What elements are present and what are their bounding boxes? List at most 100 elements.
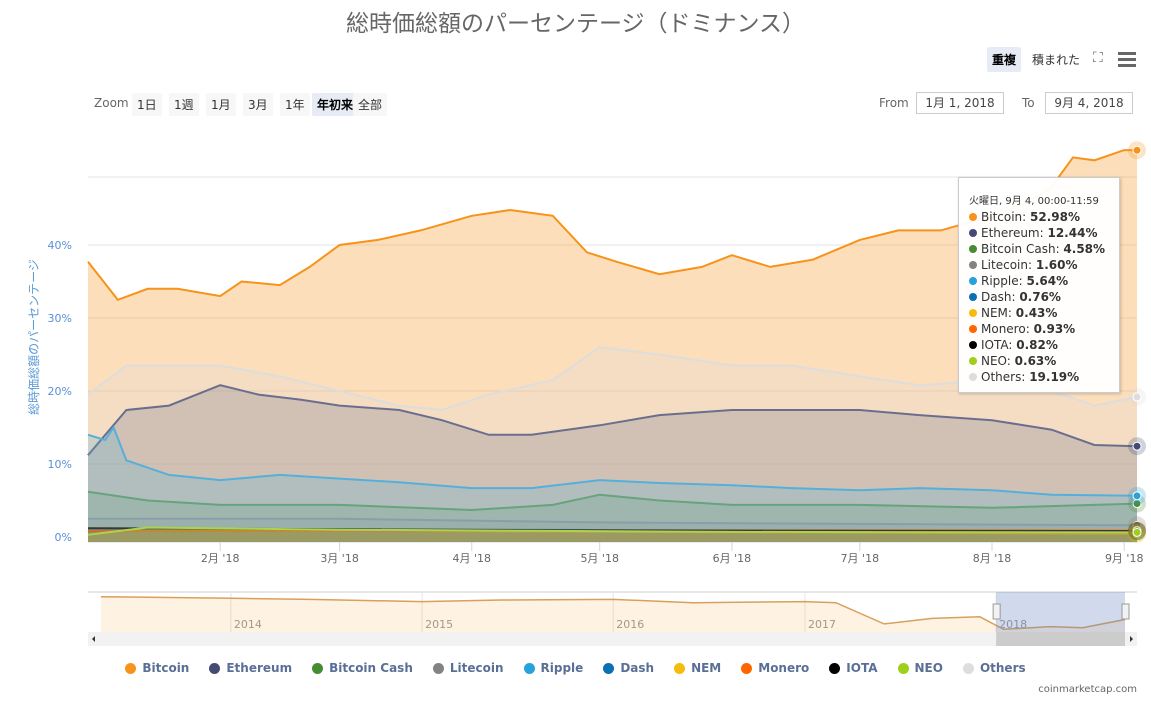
tooltip-row: NEO: 0.63% (969, 353, 1119, 369)
legend-dot-icon (897, 662, 909, 674)
tooltip-series-name: Dash (981, 290, 1012, 304)
legend-dot-icon (432, 662, 444, 674)
area-bitcoin (88, 150, 1137, 542)
legend-item-litecoin[interactable]: Litecoin (432, 661, 504, 675)
scrollbar-track[interactable] (88, 632, 1137, 646)
navigator-handle[interactable] (1121, 603, 1130, 620)
tooltip-row: Others: 19.19% (969, 369, 1119, 385)
legend-dot-icon (829, 662, 841, 674)
tooltip-series-name: Bitcoin Cash (981, 242, 1056, 256)
line-neo[interactable] (87, 526, 1138, 536)
legend-dot-icon (523, 662, 535, 674)
overlap-button[interactable]: 重複 (987, 47, 1022, 72)
credits-link[interactable]: coinmarketcap.com (1038, 684, 1137, 695)
series-dot-icon (969, 293, 977, 301)
navigator-area (101, 596, 1125, 632)
tooltip-series-value: 5.64% (1026, 274, 1069, 288)
area-others (88, 347, 1137, 542)
area-neo (88, 527, 1137, 542)
from-date-input[interactable]: 1月 1, 2018 (916, 92, 1004, 114)
tooltip-series-value: 0.63% (1014, 354, 1057, 368)
zoom-1w-button[interactable]: 1週 (169, 93, 199, 116)
tooltip-row: Dash: 0.76% (969, 289, 1119, 305)
tooltip-series-value: 19.19% (1029, 370, 1080, 384)
tooltip-row: Litecoin: 1.60% (969, 257, 1119, 273)
zoom-1m-button[interactable]: 1月 (206, 93, 236, 116)
tooltip-series-value: 4.58% (1063, 242, 1106, 256)
x-tick-label: 5月 '18 (580, 552, 619, 565)
zoom-1d-button[interactable]: 1日 (132, 93, 162, 116)
tooltip-series-name: Others (981, 370, 1022, 384)
legend-dot-icon (603, 662, 615, 674)
legend-item-dash[interactable]: Dash (603, 661, 654, 675)
tooltip-series-name: Litecoin (981, 258, 1028, 272)
legend-item-others[interactable]: Others (962, 661, 1026, 675)
tooltip-row: Bitcoin Cash: 4.58% (969, 241, 1119, 257)
legend-label: Dash (620, 661, 655, 675)
hover-marker-ripple (1132, 491, 1142, 501)
legend-item-monero[interactable]: Monero (741, 661, 809, 675)
legend-item-ethereum[interactable]: Ethereum (209, 661, 292, 675)
series-dot-icon (969, 261, 977, 269)
to-date-input[interactable]: 9月 4, 2018 (1045, 92, 1133, 114)
area-ripple (88, 427, 1137, 542)
line-litecoin[interactable] (88, 517, 1138, 527)
legend-dot-icon (209, 662, 221, 674)
tooltip-series-value: 0.93% (1033, 322, 1076, 336)
scroll-left-arrow-icon[interactable] (92, 636, 95, 642)
legend-label: Bitcoin (142, 661, 190, 675)
navigator-tick-label: 2014 (234, 618, 262, 631)
tooltip-series-name: Monero (981, 322, 1026, 336)
y-tick-label: 30% (48, 312, 72, 325)
legend-label: Monero (758, 661, 810, 675)
tooltip: 火曜日, 9月 4, 00:00-11:59 Bitcoin: 52.98% Et… (958, 177, 1120, 393)
legend-item-iota[interactable]: IOTA (829, 661, 878, 675)
y-tick-label: 40% (48, 239, 72, 252)
hamburger-menu-icon[interactable] (1118, 52, 1136, 67)
fullscreen-icon[interactable]: ⛶ (1093, 50, 1103, 66)
navigator-line (100, 595, 1126, 631)
series-dot-icon (969, 357, 977, 365)
navigator-handle[interactable] (992, 603, 1001, 620)
series-dot-icon (969, 325, 977, 333)
scrollbar-thumb[interactable] (996, 632, 1125, 646)
line-bitcoin-cash[interactable] (87, 490, 1138, 512)
zoom-label: Zoom (94, 96, 129, 110)
series-dot-icon (969, 213, 977, 221)
line-ethereum[interactable] (87, 384, 1138, 456)
scroll-right-arrow-icon[interactable] (1130, 636, 1133, 642)
line-ripple[interactable] (87, 425, 1138, 497)
zoom-1y-button[interactable]: 1年 (280, 93, 310, 116)
legend-label: Ripple (540, 661, 584, 675)
tooltip-row: Ethereum: 12.44% (969, 225, 1119, 241)
navigator-selection[interactable] (996, 592, 1125, 632)
tooltip-row: Monero: 0.93% (969, 321, 1119, 337)
x-tick-label: 4月 '18 (453, 552, 492, 565)
tooltip-header: 火曜日, 9月 4, 00:00-11:59 (969, 196, 1099, 207)
hover-marker-ethereum (1132, 441, 1142, 451)
legend-item-neo[interactable]: NEO (897, 661, 943, 675)
zoom-3m-button[interactable]: 3月 (243, 93, 273, 116)
legend-item-ripple[interactable]: Ripple (523, 661, 584, 675)
hover-marker-bitcoin (1132, 145, 1142, 155)
chart-title: 総時価総額のパーセンテージ（ドミナンス） (345, 11, 806, 37)
dominance-chart[interactable]: 0% 10% 20% 30% 40% 総時価総額のパーセンテージ 2月 '18 3月 '18 4… (0, 0, 1151, 660)
legend-item-bitcoin-cash[interactable]: Bitcoin Cash (312, 661, 413, 675)
tooltip-series-value: 12.44% (1047, 226, 1098, 240)
from-label: From (879, 96, 909, 110)
x-tick-label: 8月 '18 (973, 552, 1012, 565)
legend-item-bitcoin[interactable]: Bitcoin (125, 661, 189, 675)
x-tick-label: 3月 '18 (320, 552, 359, 565)
zoom-ytd-button[interactable]: 年初来 (312, 93, 359, 116)
navigator-tick-label: 2015 (425, 618, 453, 631)
legend-item-nem[interactable]: NEM (674, 661, 721, 675)
navigator-tick-label: 2016 (616, 618, 644, 631)
tooltip-series-name: NEO (981, 354, 1007, 368)
y-axis-title: 総時価総額のパーセンテージ (27, 259, 41, 415)
tooltip-series-name: Ethereum (981, 226, 1040, 240)
tooltip-series-value: 0.76% (1019, 290, 1061, 304)
legend: Bitcoin Ethereum Bitcoin Cash Litecoin Rippl… (0, 661, 1151, 675)
legend-dot-icon (125, 662, 137, 674)
stacked-button[interactable]: 積まれた (1032, 53, 1081, 67)
zoom-all-button[interactable]: 全部 (353, 93, 388, 116)
